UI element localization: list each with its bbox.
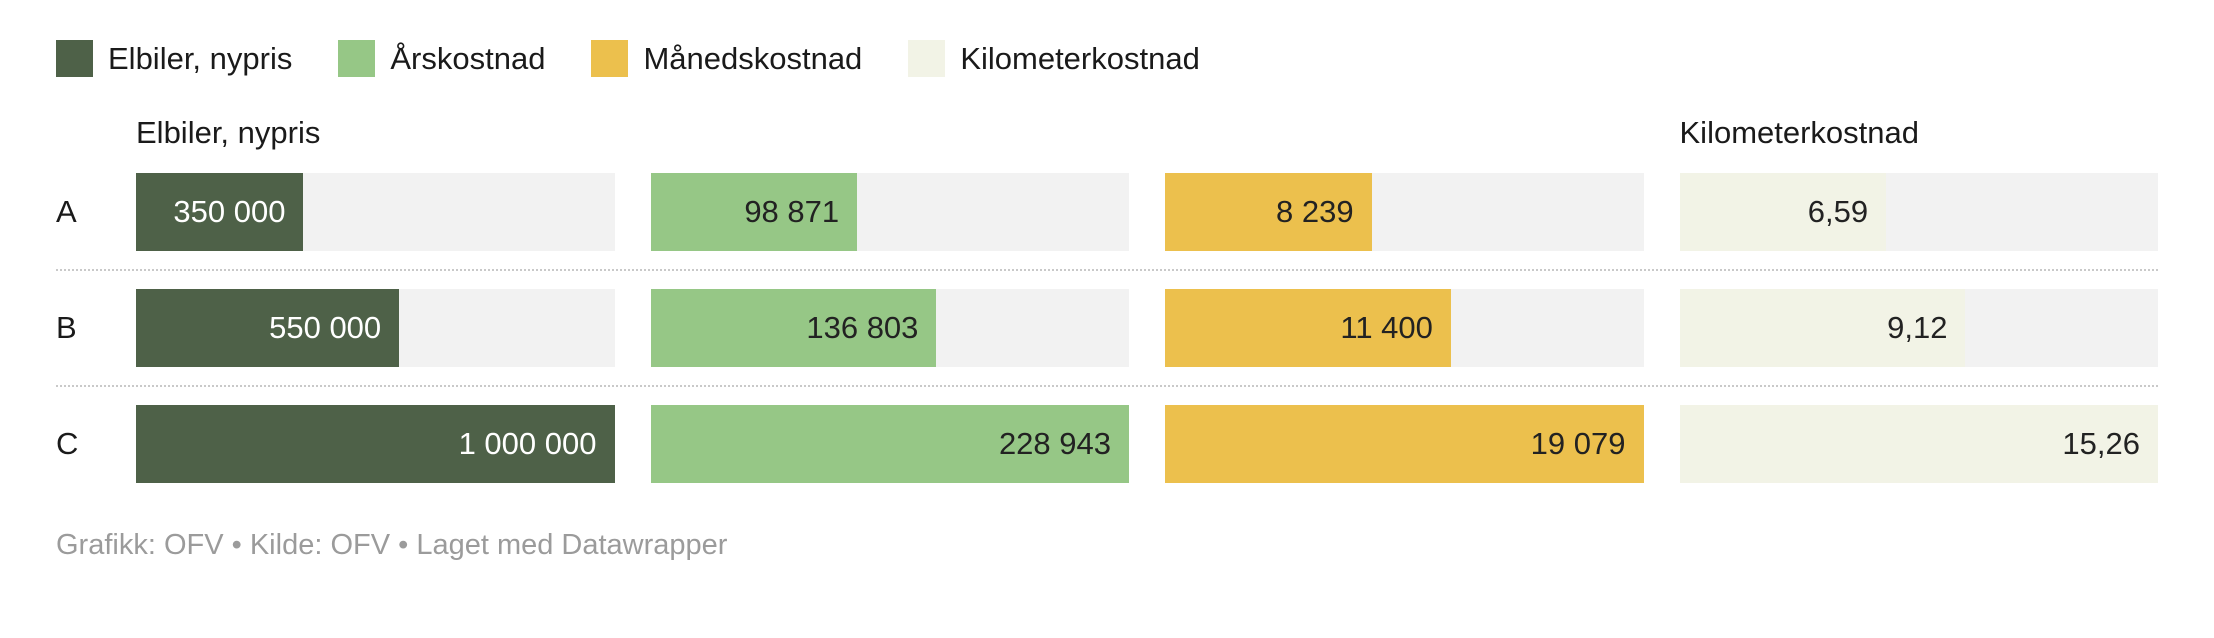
bar-track: 8 239 [1165,173,1644,251]
column-header-last: Kilometerkostnad [1679,115,1920,150]
legend-swatch-elbiler-nypris [56,40,93,77]
bar-value-label: 9,12 [1887,310,1948,345]
bar: 1 000 000 [136,405,615,483]
legend-label: Kilometerkostnad [960,40,1200,76]
bar-rows: A 350 000 98 871 8 239 6,59 B 550 000 136 803 11… [56,173,2158,483]
legend-item: Kilometerkostnad [908,40,1200,77]
legend-label: Månedskostnad [643,40,863,76]
legend-swatch-arskostnad [338,40,376,77]
bar-track: 1 000 000 [136,405,615,483]
bar-value-label: 6,59 [1807,194,1869,229]
legend-item: Elbiler, nypris [56,40,292,77]
table-row: C 1 000 000 228 943 19 079 15,26 [56,405,2158,483]
bar-track: 19 079 [1165,405,1644,483]
bar: 19 079 [1165,405,1644,483]
chart-container: Elbiler, nypris Årskostnad Månedskostnad… [56,40,2158,561]
legend-swatch-kilometerkostnad [908,40,946,77]
bar-track: 6,59 [1679,173,2158,251]
table-row: B 550 000 136 803 11 400 9,12 [56,289,2158,367]
bar: 550 000 [136,289,400,367]
row-separator [56,269,2158,271]
bar: 6,59 [1679,173,1887,251]
legend-label: Elbiler, nypris [108,40,293,76]
legend-swatch-manedskostnad [591,40,629,77]
bar-value-label: 228 943 [998,426,1111,461]
bar-value-label: 136 803 [806,310,919,345]
attribution-text: Grafikk: OFV • Kilde: OFV • Laget med Da… [56,529,728,561]
bar: 8 239 [1165,173,1372,251]
bar-value-label: 19 079 [1530,426,1626,461]
column-header-row: Elbiler, nypris Kilometerkostnad [56,115,2158,151]
bar-value-label: 15,26 [2062,426,2140,461]
bar-value-label: 550 000 [269,310,382,345]
row-separator [56,385,2158,387]
column-header-first: Elbiler, nypris [136,115,321,150]
bar: 15,26 [1679,405,2158,483]
bar-track: 11 400 [1165,289,1644,367]
bar-track: 15,26 [1679,405,2158,483]
bar-track: 136 803 [650,289,1129,367]
bar: 136 803 [650,289,937,367]
bar-value-label: 98 871 [744,194,840,229]
bar: 98 871 [650,173,858,251]
bar-track: 350 000 [136,173,615,251]
bar-track: 228 943 [650,405,1129,483]
table-row: A 350 000 98 871 8 239 6,59 [56,173,2158,251]
bar: 9,12 [1679,289,1966,367]
row-label: A [56,194,77,229]
bar-track: 98 871 [650,173,1129,251]
legend-item: Månedskostnad [591,40,862,77]
bar-value-label: 8 239 [1276,194,1354,229]
bar-value-label: 350 000 [173,194,286,229]
bar-value-label: 11 400 [1340,310,1433,345]
bar-value-label: 1 000 000 [458,426,597,461]
legend-label: Årskostnad [390,40,546,76]
row-label: C [56,426,79,461]
legend-item: Årskostnad [338,40,545,77]
bar-track: 9,12 [1679,289,2158,367]
legend: Elbiler, nypris Årskostnad Månedskostnad… [56,40,2158,77]
bar: 11 400 [1165,289,1451,367]
row-label: B [56,310,77,345]
bar-track: 550 000 [136,289,615,367]
bar: 350 000 [136,173,304,251]
bar: 228 943 [650,405,1129,483]
